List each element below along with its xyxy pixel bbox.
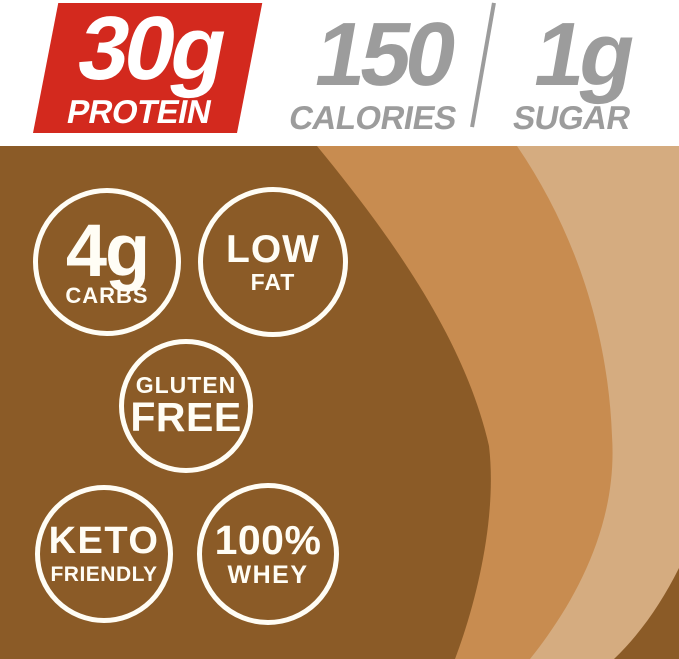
- badge-100-whey: 100% WHEY: [197, 483, 339, 625]
- badge-keto-friendly: KETO FRIENDLY: [35, 485, 173, 623]
- keto-line2: FRIENDLY: [50, 562, 158, 586]
- calories-value: 150: [307, 5, 461, 105]
- badge-low-fat: LOW FAT: [198, 187, 348, 337]
- calories-stat: 150 CALORIES: [286, 5, 467, 136]
- low-fat-line2: FAT: [250, 268, 296, 295]
- swoosh-dark-corner: [614, 568, 679, 659]
- hero-section: 4g CARBS LOW FAT GLUTEN FREE KETO FRIEND…: [0, 146, 679, 659]
- keto-line1: KETO: [48, 520, 160, 563]
- divider-line: [470, 2, 496, 128]
- whey-line2: WHEY: [227, 560, 309, 589]
- sugar-stat: 1g SUGAR: [506, 5, 653, 136]
- protein-badge: 30g PROTEIN: [33, 0, 263, 133]
- calories-label: CALORIES: [286, 98, 460, 136]
- carbs-label: CARBS: [65, 282, 149, 308]
- protein-value: 30g: [70, 0, 233, 100]
- gluten-free-line2: FREE: [130, 394, 242, 441]
- low-fat-line1: LOW: [226, 227, 320, 271]
- sugar-label: SUGAR: [510, 98, 634, 136]
- gluten-free-line1: GLUTEN: [135, 371, 237, 398]
- carbs-value: 4g: [65, 208, 150, 292]
- whey-line1: 100%: [214, 516, 322, 563]
- badge-carbs: 4g CARBS: [33, 188, 181, 336]
- protein-label: PROTEIN: [64, 92, 215, 130]
- sugar-value: 1g: [526, 5, 640, 105]
- badge-gluten-free: GLUTEN FREE: [119, 339, 253, 473]
- stats-bar: 30g PROTEIN 150 CALORIES 1g SUGAR: [0, 0, 679, 146]
